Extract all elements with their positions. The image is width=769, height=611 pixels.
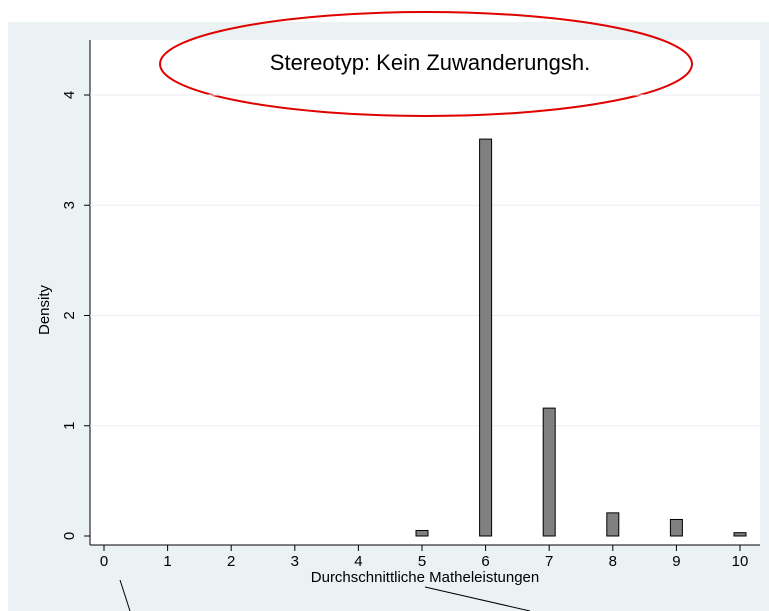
y-tick-label: 2 xyxy=(61,311,78,319)
bar xyxy=(733,532,747,537)
x-tick-label: 7 xyxy=(545,553,553,570)
pointer-line xyxy=(119,579,131,611)
y-tick-label: 0 xyxy=(61,532,78,540)
annotation: Stereotyp: Kein Zuwanderungsh. xyxy=(270,50,590,75)
x-tick-label: 2 xyxy=(227,553,235,570)
bar xyxy=(669,518,683,537)
x-axis-label: Durchschnittliche Matheleistungen xyxy=(311,569,539,586)
bar xyxy=(479,138,493,537)
pointer-line xyxy=(424,586,531,611)
bar xyxy=(606,512,620,537)
bar xyxy=(542,407,556,537)
plot-area xyxy=(90,40,760,545)
x-tick-label: 5 xyxy=(418,553,426,570)
y-tick-label: 1 xyxy=(61,422,78,430)
x-tick-label: 4 xyxy=(354,553,362,570)
x-tick-label: 0 xyxy=(100,553,108,570)
y-tick-label: 4 xyxy=(61,91,78,99)
annotation-ellipse xyxy=(159,11,693,117)
x-tick-label: 3 xyxy=(291,553,299,570)
x-tick-label: 9 xyxy=(672,553,680,570)
y-axis-label: Density xyxy=(36,284,53,335)
x-tick-label: 1 xyxy=(163,553,171,570)
y-tick-label: 3 xyxy=(61,201,78,209)
x-tick-label: 8 xyxy=(609,553,617,570)
x-tick-label: 6 xyxy=(481,553,489,570)
x-tick-label: 10 xyxy=(732,553,749,570)
bar xyxy=(415,529,429,537)
